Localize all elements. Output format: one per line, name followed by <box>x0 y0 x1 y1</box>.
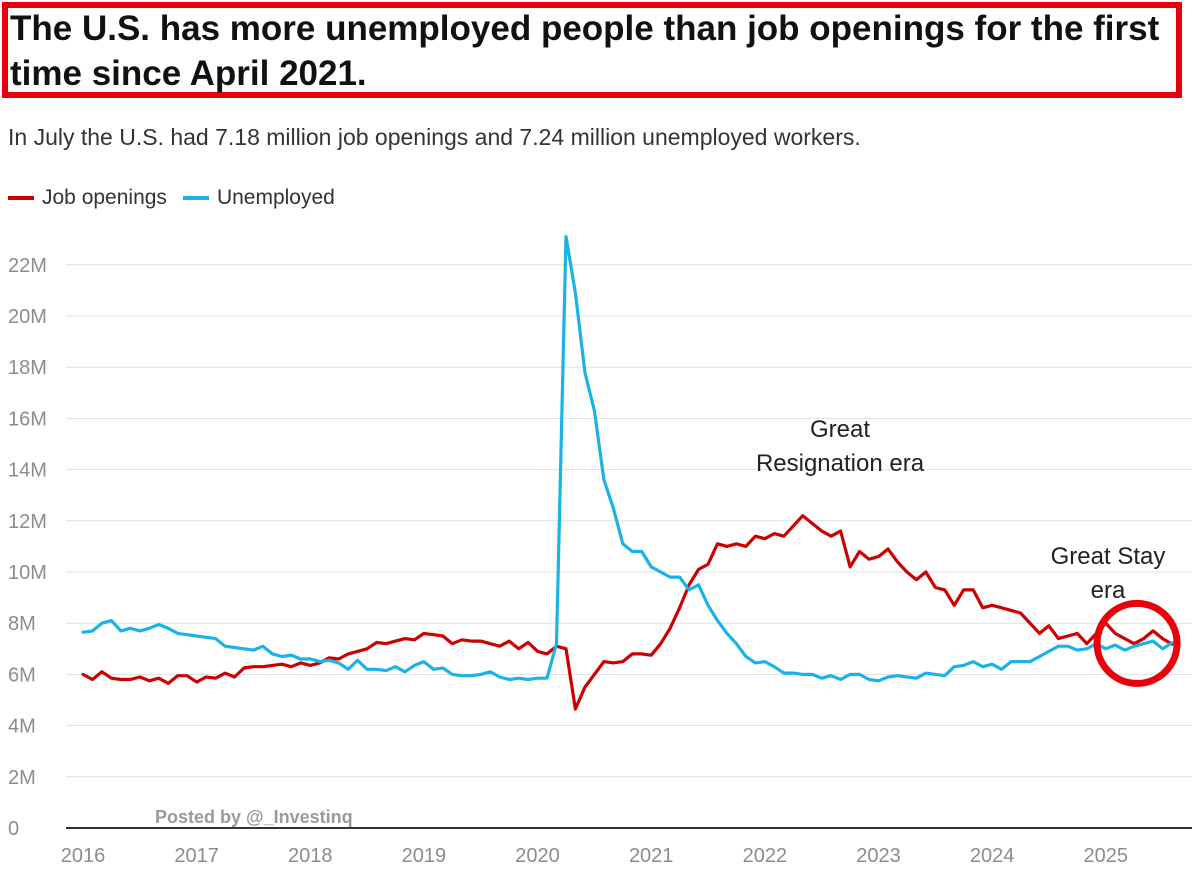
y-tick-label: 12M <box>8 511 47 533</box>
page-title: The U.S. has more unemployed people than… <box>10 9 1160 93</box>
y-tick-label: 4M <box>8 716 36 738</box>
y-tick-label: 20M <box>8 306 47 328</box>
legend: Job openings Unemployed <box>8 184 351 212</box>
legend-item-unemployed: Unemployed <box>182 186 335 210</box>
y-tick-label: 14M <box>8 460 47 482</box>
y-tick-label: 10M <box>8 562 47 584</box>
x-tick-label: 2024 <box>970 845 1015 867</box>
x-tick-label: 2021 <box>629 845 674 867</box>
series-line-unemployed <box>81 235 1174 683</box>
x-tick-label: 2016 <box>61 845 106 867</box>
x-tick-label: 2020 <box>515 845 560 867</box>
x-tick-label: 2025 <box>1084 845 1129 867</box>
legend-item-job-openings: Job openings <box>8 186 167 210</box>
series-line-job-openings <box>81 514 1174 711</box>
highlight-circle <box>1093 599 1181 687</box>
legend-swatch-job-openings <box>8 196 34 200</box>
y-tick-label: 18M <box>8 357 47 379</box>
x-tick-label: 2023 <box>856 845 901 867</box>
title-highlight-box <box>2 2 1182 98</box>
annotation-great-stay: Great Stay <box>1051 543 1166 570</box>
x-tick-label: 2019 <box>402 845 447 867</box>
subtitle: In July the U.S. had 7.18 million job op… <box>8 124 861 150</box>
y-tick-label: 8M <box>8 613 36 635</box>
x-tick-label: 2017 <box>174 845 219 867</box>
credit-watermark: Posted by @_Investinq <box>155 807 353 827</box>
x-tick-label: 2018 <box>288 845 333 867</box>
y-tick-label: 0 <box>8 818 19 840</box>
y-tick-label: 6M <box>8 664 36 686</box>
y-tick-label: 16M <box>8 408 47 430</box>
annotation-great-resignation: Resignation era <box>756 450 925 477</box>
legend-label-job-openings: Job openings <box>42 186 167 209</box>
annotation-great-resignation: Great <box>810 416 870 443</box>
y-tick-label: 22M <box>8 255 47 277</box>
legend-swatch-unemployed <box>182 196 209 200</box>
annotation-great-stay: era <box>1091 577 1126 604</box>
legend-label-unemployed: Unemployed <box>216 186 335 209</box>
y-tick-label: 2M <box>8 767 36 789</box>
x-tick-label: 2022 <box>743 845 788 867</box>
